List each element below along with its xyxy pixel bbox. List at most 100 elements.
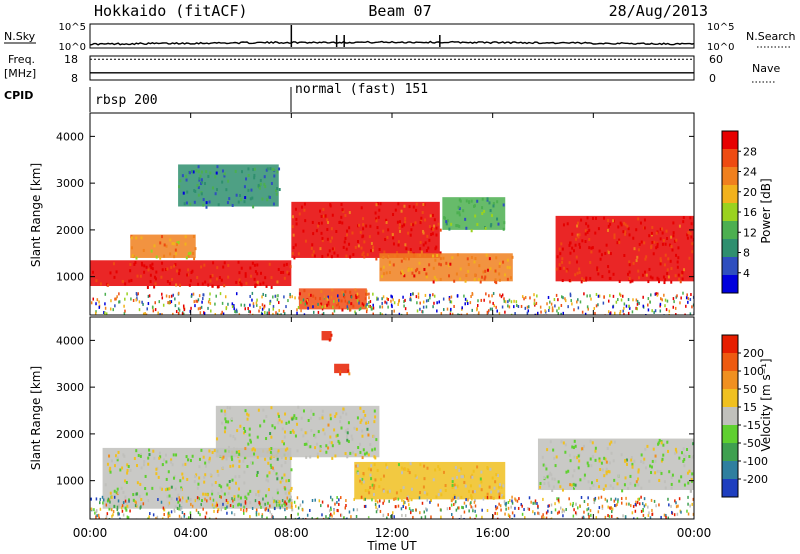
heatmap-speckle	[670, 486, 673, 490]
heatmap-speckle	[318, 417, 321, 421]
heatmap-speckle	[209, 275, 212, 279]
heatmap-speckle	[549, 300, 551, 304]
heatmap-speckle	[212, 261, 215, 265]
heatmap-speckle	[151, 267, 154, 271]
heatmap-speckle	[247, 413, 250, 417]
heatmap-speckle	[670, 476, 673, 480]
heatmap-speckle	[157, 475, 160, 479]
heatmap-speckle	[686, 233, 689, 237]
heatmap-speckle	[636, 255, 639, 259]
heatmap-speckle	[259, 271, 262, 275]
heatmap-speckle	[198, 476, 201, 480]
heatmap-speckle	[321, 254, 324, 258]
heatmap-speckle	[670, 504, 672, 508]
heatmap-speckle	[560, 312, 562, 315]
heatmap-speckle	[98, 300, 100, 304]
time-tick-label: 20:00	[576, 526, 611, 540]
heatmap-speckle	[161, 235, 164, 239]
heatmap-speckle	[276, 170, 279, 174]
heatmap-speckle	[198, 465, 201, 469]
heatmap-speckle	[196, 183, 199, 187]
heatmap-speckle	[374, 478, 377, 482]
heatmap-speckle	[276, 474, 279, 478]
heatmap-speckle	[269, 431, 272, 435]
heatmap-speckle	[229, 406, 232, 410]
heatmap-speckle	[269, 302, 271, 306]
heatmap-speckle	[109, 500, 111, 504]
heatmap-speckle	[612, 305, 614, 309]
heatmap-speckle	[483, 209, 486, 213]
heatmap-speckle	[330, 236, 333, 240]
heatmap-speckle	[659, 470, 662, 474]
heatmap-speckle	[633, 459, 636, 463]
heatmap-speckle	[409, 296, 412, 300]
heatmap-speckle	[594, 311, 596, 315]
heatmap-speckle	[349, 255, 352, 259]
heatmap-speckle	[594, 449, 597, 453]
heatmap-speckle	[366, 427, 369, 431]
heatmap-speckle	[301, 500, 304, 504]
heatmap-speckle	[545, 467, 548, 471]
heatmap-speckle	[637, 468, 640, 472]
heatmap-speckle	[124, 309, 126, 313]
heatmap-speckle	[372, 303, 374, 307]
heatmap-speckle	[645, 503, 647, 507]
heatmap-speckle	[666, 237, 669, 241]
colorbar-tick-label: 12	[743, 226, 757, 239]
heatmap-speckle	[221, 169, 224, 173]
heatmap-speckle	[346, 427, 349, 431]
colorbar-swatch	[722, 371, 738, 389]
heatmap-speckle	[494, 511, 496, 515]
heatmap-speckle	[226, 201, 229, 205]
heatmap-speckle	[292, 416, 295, 420]
heatmap-speckle	[392, 263, 395, 267]
heatmap-speckle	[221, 301, 224, 305]
heatmap-speckle	[576, 233, 579, 237]
heatmap-speckle	[552, 448, 555, 452]
heatmap-speckle	[432, 280, 435, 284]
heatmap-speckle	[104, 302, 106, 306]
heatmap-speckle	[496, 506, 499, 510]
heatmap-speckle	[624, 223, 627, 227]
heatmap-speckle	[599, 468, 602, 472]
heatmap-speckle	[247, 442, 250, 446]
heatmap-speckle	[627, 486, 630, 490]
heatmap-speckle	[474, 504, 477, 508]
heatmap-speckle	[381, 301, 383, 305]
heatmap-speckle	[170, 510, 173, 514]
heatmap-speckle	[590, 246, 593, 250]
heatmap-speckle	[372, 312, 374, 315]
heatmap-speckle	[90, 301, 93, 305]
heatmap-speckle	[151, 486, 154, 490]
heatmap-speckle	[98, 516, 100, 519]
heatmap-speckle	[193, 257, 196, 261]
heatmap-speckle	[190, 502, 192, 506]
heatmap-speckle	[192, 235, 195, 239]
heatmap-speckle	[474, 273, 477, 277]
heatmap-speckle	[313, 433, 316, 437]
heatmap-speckle	[253, 277, 256, 281]
heatmap-speckle	[252, 447, 255, 451]
heatmap-speckle	[264, 311, 266, 315]
heatmap-speckle	[603, 474, 606, 478]
heatmap-speckle	[328, 509, 331, 513]
heatmap-speckle	[513, 305, 515, 309]
heatmap-speckle	[291, 417, 294, 421]
heatmap-speckle	[139, 274, 142, 278]
freq-panel: Freq. [MHz] 18 8 60 0 Nave	[4, 53, 780, 85]
heatmap-speckle	[200, 170, 203, 174]
heatmap-speckle	[356, 299, 359, 303]
heatmap-speckle	[451, 483, 454, 487]
heatmap-speckle	[289, 488, 292, 492]
heatmap-speckle	[690, 293, 692, 297]
heatmap-speckle	[353, 426, 356, 430]
heatmap-speckle	[288, 489, 291, 493]
heatmap-speckle	[249, 440, 252, 444]
heatmap-speckle	[155, 255, 158, 259]
heatmap-speckle	[401, 471, 404, 475]
nsky-tick-top: 10^5	[59, 22, 86, 33]
heatmap-speckle	[496, 517, 499, 519]
heatmap-speckle	[121, 279, 124, 283]
heatmap-speckle	[192, 292, 195, 296]
heatmap-speckle	[643, 504, 646, 508]
